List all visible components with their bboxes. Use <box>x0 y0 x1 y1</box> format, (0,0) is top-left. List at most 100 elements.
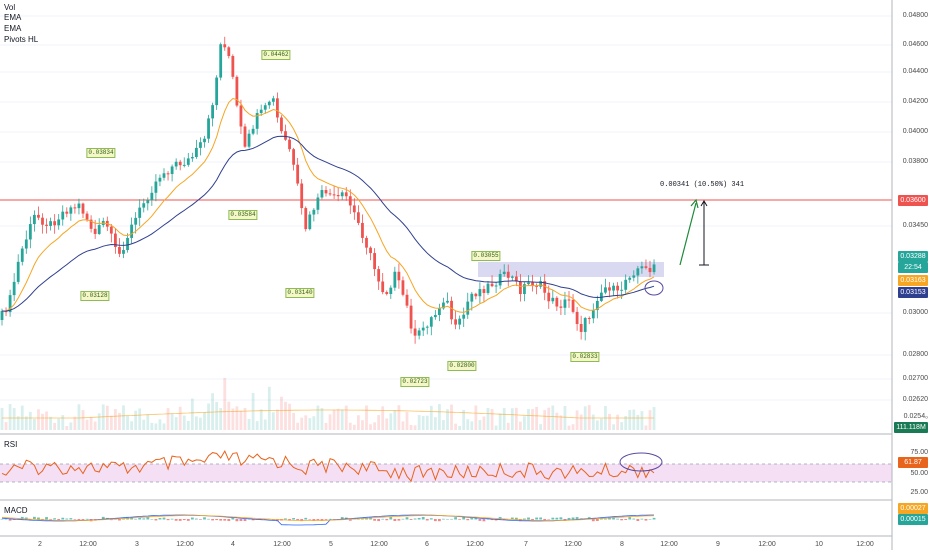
candle-body <box>122 250 125 254</box>
volume-bar <box>37 409 40 430</box>
candle-body <box>612 285 615 291</box>
volume-bar <box>644 425 648 430</box>
candle-body <box>539 281 543 287</box>
volume-bar <box>595 420 599 430</box>
volume-bar <box>154 423 158 430</box>
macd-bar <box>567 517 571 520</box>
indicator-label-ema[interactable]: EMA <box>4 13 22 22</box>
indicator-label-ema[interactable]: EMA <box>4 24 22 33</box>
volume-bar <box>344 405 348 430</box>
candle-body <box>352 205 356 213</box>
candle-body <box>336 194 340 197</box>
macd-bar <box>514 517 518 520</box>
macd-label[interactable]: MACD <box>4 506 28 515</box>
macd-panel[interactable] <box>0 514 656 526</box>
volume-bar <box>365 405 368 430</box>
macd-bar <box>85 518 89 520</box>
volume-bar <box>223 377 227 430</box>
indicator-label-vol[interactable]: Vol <box>4 3 16 12</box>
candle-body <box>312 209 316 215</box>
candle-body <box>595 300 599 311</box>
candle-body <box>616 285 619 291</box>
volume-bar <box>510 408 514 430</box>
volume-bar <box>150 422 154 430</box>
macd-bar <box>118 519 121 521</box>
macd-histogram <box>0 516 656 522</box>
candle-body <box>89 219 93 229</box>
volume-bar <box>243 408 247 430</box>
rsi-label[interactable]: RSI <box>4 440 18 449</box>
candle-body <box>543 281 547 293</box>
volume-bar <box>454 423 457 430</box>
volume-bar <box>93 421 97 430</box>
macd-bar <box>490 519 494 521</box>
price-panel[interactable] <box>0 0 892 434</box>
candle-body <box>85 213 89 220</box>
volume-bar <box>559 415 563 430</box>
volume-bar <box>199 417 202 430</box>
macd-bar <box>182 519 186 521</box>
macd-bar <box>142 518 146 520</box>
candle-body <box>182 164 186 166</box>
candle-body <box>636 268 640 276</box>
volume-bar <box>65 425 69 430</box>
time-axis-label: 4 <box>231 541 235 548</box>
volume-bar <box>571 424 575 430</box>
candle-body <box>235 76 239 106</box>
macd-bar <box>158 518 162 520</box>
time-axis-label: 12:00 <box>564 541 582 548</box>
volume-bar <box>369 424 372 430</box>
pivot-low-label: 0.02833 <box>570 352 600 362</box>
macd-bar <box>312 519 316 521</box>
pivot-low-label: 0.03584 <box>228 210 258 220</box>
volume-bar <box>170 413 174 430</box>
volume-bar <box>316 405 320 430</box>
macd-bar <box>0 518 4 520</box>
macd-bar <box>454 517 457 520</box>
volume-bar <box>527 408 530 430</box>
price-axis-label: 0.02620 <box>902 396 928 403</box>
time-axis-label: 12:00 <box>466 541 484 548</box>
macd-bar <box>405 517 409 520</box>
candle-body <box>16 261 20 282</box>
candle-body <box>494 285 498 287</box>
candle-body <box>24 239 28 249</box>
candle-body <box>482 289 486 293</box>
time-axis-label: 12:00 <box>273 541 291 548</box>
macd-bar <box>65 518 69 520</box>
candle-body <box>138 207 142 218</box>
macd-bar <box>421 517 425 520</box>
macd-bar <box>381 518 385 520</box>
candle-body <box>458 318 462 325</box>
macd-bar <box>20 516 24 520</box>
candle-body <box>583 318 587 332</box>
volume-bar <box>458 425 462 430</box>
candle-body <box>591 310 595 319</box>
rsi-axis-label: 50.00 <box>910 470 928 477</box>
volume-bar <box>219 408 223 430</box>
volume-bar <box>628 410 632 430</box>
candle-body <box>45 224 48 226</box>
time-axis-label: 2 <box>38 541 42 548</box>
volume-bar <box>519 421 522 430</box>
indicator-label-pivots[interactable]: Pivots HL <box>4 35 39 44</box>
volume-bar <box>73 416 77 430</box>
time-axis-label: 6 <box>425 541 429 548</box>
volume-bar <box>16 416 20 430</box>
volume-bar <box>190 398 194 430</box>
volume-bar <box>385 418 389 430</box>
rsi-panel[interactable] <box>0 450 892 483</box>
candle-body <box>478 289 482 297</box>
volume-bar <box>276 409 279 430</box>
macd-bar <box>154 519 158 521</box>
trend-arrow[interactable] <box>679 202 697 266</box>
volume-bar <box>0 407 4 430</box>
volume-bar <box>579 414 583 430</box>
volume-bar <box>81 410 85 430</box>
candle-body <box>288 139 291 150</box>
candle-body <box>134 217 138 225</box>
macd-bar <box>628 517 632 520</box>
volume-bar <box>442 420 445 430</box>
candle-body <box>12 281 16 296</box>
